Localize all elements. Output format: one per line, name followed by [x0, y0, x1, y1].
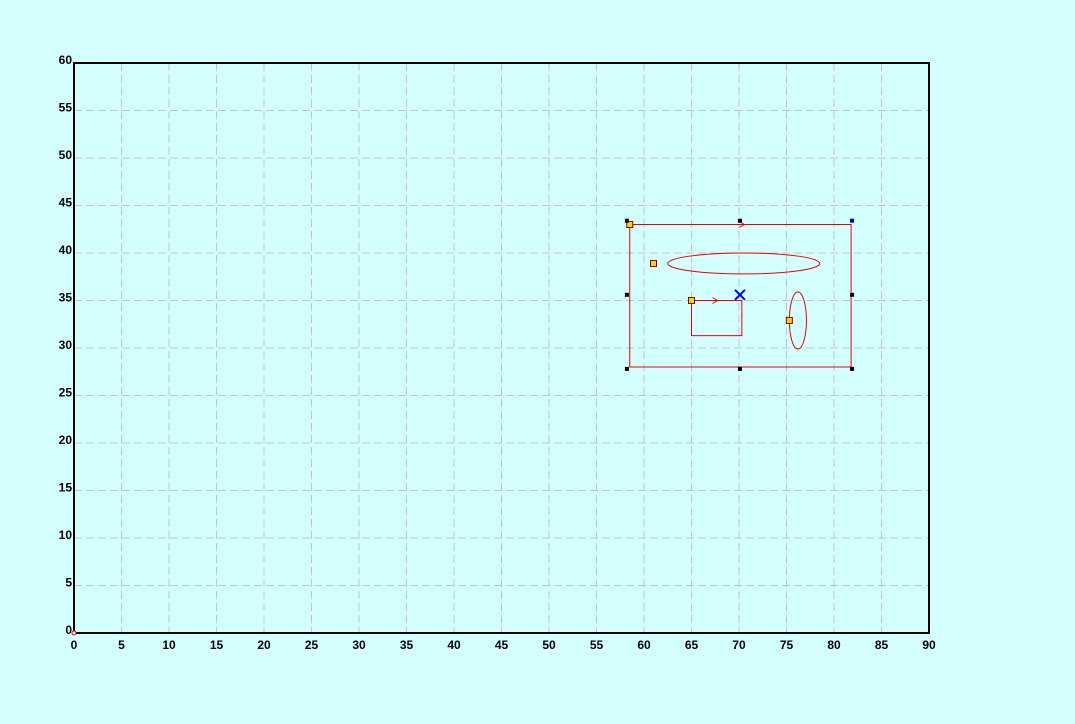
x-tick-label: 35: [400, 638, 414, 652]
y-tick-label: 30: [59, 338, 73, 352]
selection-handle[interactable]: [850, 218, 855, 223]
y-tick-label: 55: [59, 101, 73, 115]
start-point-marker[interactable]: [650, 259, 657, 267]
x-tick-label: 15: [210, 638, 224, 652]
y-tick-label: 25: [59, 386, 73, 400]
x-tick-label: 90: [922, 638, 936, 652]
direction-arrow-icon: [709, 297, 719, 304]
ellipse-shape-wide[interactable]: [667, 252, 821, 275]
selection-handles[interactable]: [624, 218, 855, 371]
y-tick-label: 0: [65, 623, 72, 637]
cross-marker: [734, 289, 746, 301]
origin-marker: [71, 630, 77, 636]
y-tick-label: 15: [59, 481, 73, 495]
y-tick-label: 20: [59, 433, 73, 447]
selection-handle[interactable]: [624, 366, 629, 371]
y-tick-label: 35: [59, 291, 73, 305]
start-point-marker[interactable]: [785, 316, 793, 324]
grid-lines: [74, 63, 929, 633]
x-tick-label: 60: [637, 638, 651, 652]
x-tick-label: 80: [827, 638, 841, 652]
start-point-marker[interactable]: [688, 297, 695, 304]
x-tick-label: 85: [875, 638, 889, 652]
x-tick-label: 45: [495, 638, 509, 652]
y-axis-tick-labels: 0 5 10 15 20 25 30 35 40 45 50 55 60: [59, 53, 73, 637]
selection-handle[interactable]: [737, 366, 742, 371]
start-point-marker[interactable]: [626, 221, 634, 228]
cursor-cross-icon: [734, 289, 746, 301]
plot-frame: [73, 62, 930, 634]
x-tick-label: 55: [590, 638, 604, 652]
selection-handle[interactable]: [850, 292, 855, 297]
x-tick-label: 0: [71, 638, 78, 652]
x-tick-label: 70: [732, 638, 746, 652]
selection-handle[interactable]: [737, 218, 742, 223]
y-tick-label: 5: [65, 576, 72, 590]
x-tick-label: 40: [447, 638, 461, 652]
y-tick-label: 60: [59, 53, 73, 67]
x-tick-label: 25: [305, 638, 319, 652]
x-tick-label: 65: [685, 638, 699, 652]
x-tick-label: 20: [257, 638, 271, 652]
selection-handle[interactable]: [624, 292, 629, 297]
x-tick-label: 75: [780, 638, 794, 652]
x-axis-tick-labels: 0 5 10 15 20 25 30 35 40 45 50 55 60 65 70 75 80 85 90: [71, 638, 936, 652]
selection-handle[interactable]: [624, 218, 629, 223]
y-tick-label: 50: [59, 148, 73, 162]
y-tick-label: 40: [59, 243, 73, 257]
x-tick-label: 10: [162, 638, 176, 652]
y-tick-label: 10: [59, 528, 73, 542]
x-tick-label: 5: [118, 638, 125, 652]
shapes-layer[interactable]: [626, 221, 852, 368]
x-tick-label: 50: [542, 638, 556, 652]
y-tick-label: 45: [59, 196, 73, 210]
selection-handle[interactable]: [850, 366, 855, 371]
x-tick-label: 30: [352, 638, 366, 652]
